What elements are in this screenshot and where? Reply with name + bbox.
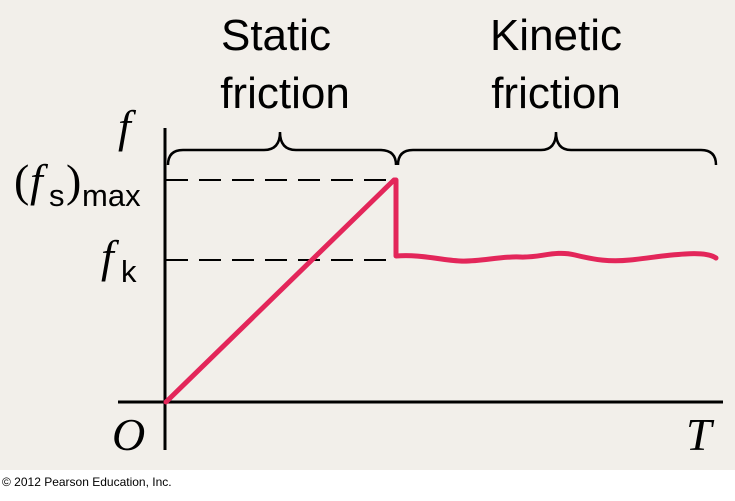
fs-max-open-paren: ( xyxy=(14,155,29,206)
kinetic-brace xyxy=(396,131,718,166)
static-label-line2: friction xyxy=(220,69,350,118)
friction-curve xyxy=(163,177,719,405)
figure-panel: Static friction Kinetic friction f O T (… xyxy=(0,0,735,470)
figure-background xyxy=(0,0,735,470)
static-label-line1: Static xyxy=(221,11,331,60)
fs-max-sub-s: s xyxy=(49,178,65,213)
friction-graph: Static friction Kinetic friction f O T (… xyxy=(0,0,735,470)
kinetic-label-line1: Kinetic xyxy=(490,11,622,60)
fs-max-subscript: max xyxy=(82,178,141,213)
fs-max-close-paren: ) xyxy=(66,155,81,206)
copyright-notice: © 2012 Pearson Education, Inc. xyxy=(2,475,172,489)
fk-sub-k: k xyxy=(121,254,137,289)
kinetic-label-line2: friction xyxy=(491,69,621,118)
origin-label: O xyxy=(112,409,145,460)
x-axis-label: T xyxy=(686,409,715,460)
static-brace xyxy=(166,131,398,166)
